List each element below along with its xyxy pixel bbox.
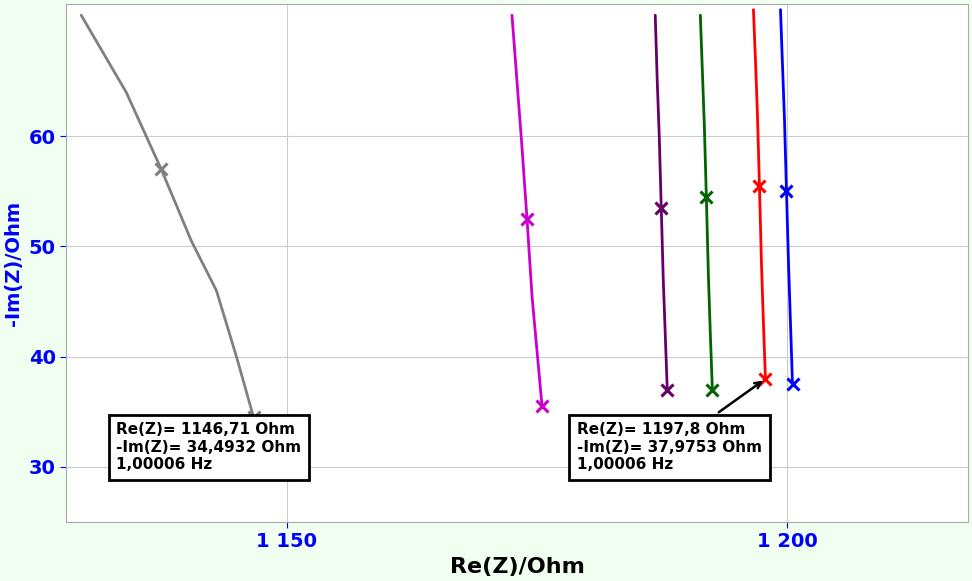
X-axis label: Re(Z)/Ohm: Re(Z)/Ohm	[449, 557, 584, 577]
Y-axis label: -Im(Z)/Ohm: -Im(Z)/Ohm	[4, 200, 23, 325]
Text: Re(Z)= 1197,8 Ohm
-Im(Z)= 37,9753 Ohm
1,00006 Hz: Re(Z)= 1197,8 Ohm -Im(Z)= 37,9753 Ohm 1,…	[577, 382, 762, 472]
Text: Re(Z)= 1146,71 Ohm
-Im(Z)= 34,4932 Ohm
1,00006 Hz: Re(Z)= 1146,71 Ohm -Im(Z)= 34,4932 Ohm 1…	[117, 421, 301, 472]
